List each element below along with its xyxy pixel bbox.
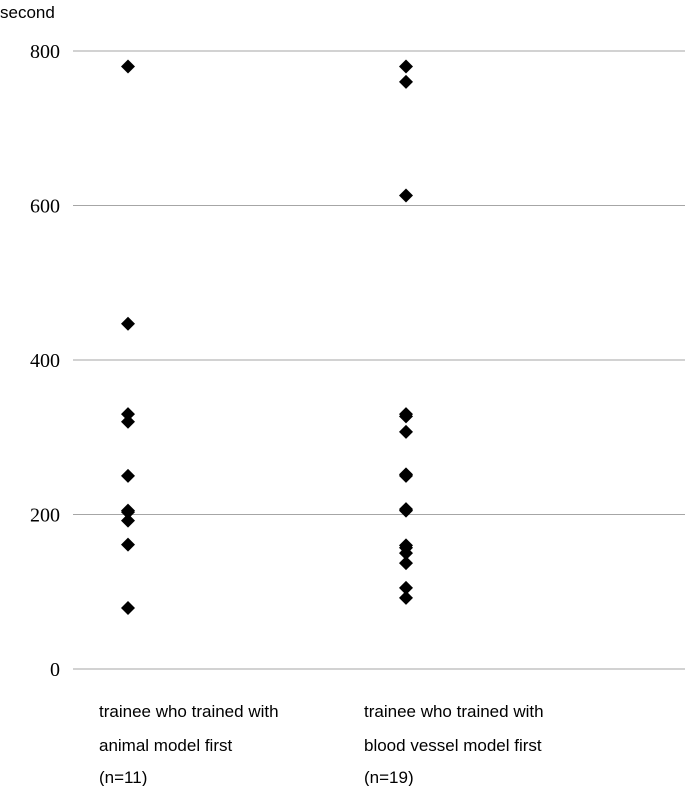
y-tick-label: 0	[50, 659, 60, 681]
y-tick-labels: 0 200 400 600 800	[30, 41, 60, 681]
data-point	[399, 188, 413, 203]
category-label: trainee who trained with	[364, 702, 544, 721]
data-point	[121, 316, 135, 331]
category-label: animal model first	[99, 736, 232, 755]
data-point	[399, 556, 413, 571]
y-tick-label: 200	[30, 505, 60, 527]
y-tick-label: 400	[30, 350, 60, 372]
category-label: trainee who trained with	[99, 702, 279, 721]
y-tick-label: 800	[30, 41, 60, 63]
data-point	[399, 59, 413, 74]
data-point	[121, 468, 135, 483]
data-point	[399, 424, 413, 439]
data-point	[399, 590, 413, 605]
data-points	[121, 59, 413, 615]
data-point	[121, 513, 135, 528]
category-label: (n=11)	[99, 768, 147, 786]
y-axis-unit-label: second	[0, 3, 55, 22]
category-labels: trainee who trained with animal model fir…	[99, 702, 544, 786]
data-point	[121, 600, 135, 615]
data-point	[399, 503, 413, 518]
data-point	[121, 537, 135, 552]
data-point	[121, 59, 135, 74]
y-tick-label: 600	[30, 196, 60, 218]
data-point	[121, 505, 135, 520]
gridlines	[73, 50, 685, 670]
data-point	[399, 468, 413, 483]
data-point	[121, 414, 135, 429]
data-point	[399, 546, 413, 561]
category-label: blood vessel model first	[364, 736, 542, 755]
category-label: (n=19)	[364, 768, 414, 786]
data-point	[399, 580, 413, 595]
data-point	[121, 407, 135, 422]
data-point	[399, 74, 413, 89]
data-point	[399, 409, 413, 424]
